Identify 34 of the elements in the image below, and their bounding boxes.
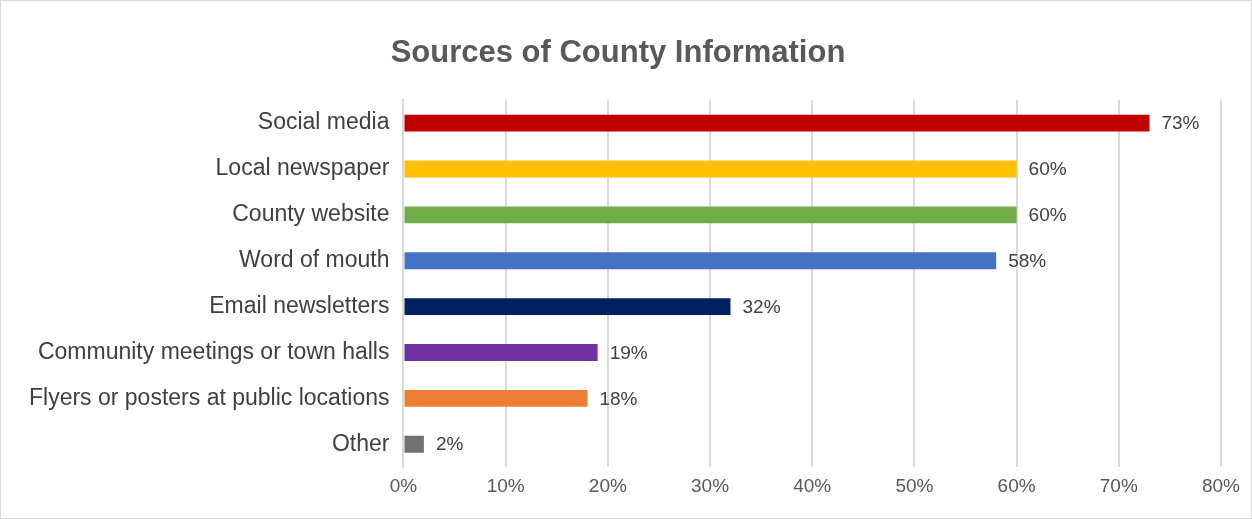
bar bbox=[404, 344, 598, 361]
x-tick-label: 30% bbox=[691, 474, 730, 496]
data-label: 19% bbox=[609, 341, 648, 363]
x-tick-label: 0% bbox=[389, 474, 418, 496]
data-label: 58% bbox=[1008, 250, 1047, 271]
y-tick-label: County website bbox=[232, 200, 390, 227]
y-tick-label: Flyers or posters at public locations bbox=[28, 383, 390, 410]
bar bbox=[404, 206, 1017, 224]
data-label: 60% bbox=[1028, 158, 1067, 180]
data-label: 60% bbox=[1028, 204, 1067, 226]
y-tick-label: Local newspaper bbox=[215, 154, 390, 181]
x-tick-label: 60% bbox=[997, 474, 1036, 496]
x-tick-label: 70% bbox=[1099, 474, 1138, 496]
x-tick-label: 40% bbox=[793, 474, 832, 496]
y-tick-label: Other bbox=[331, 429, 390, 456]
x-tick-label: 20% bbox=[588, 474, 627, 496]
bar bbox=[404, 160, 1017, 178]
x-tick-label: 10% bbox=[486, 474, 525, 496]
bar bbox=[404, 114, 1150, 132]
x-tick-label: 80% bbox=[1201, 474, 1241, 496]
data-label: 73% bbox=[1161, 112, 1200, 134]
data-label: 18% bbox=[599, 387, 638, 409]
data-label: 32% bbox=[742, 295, 781, 317]
y-tick-label: Email newsletters bbox=[209, 291, 390, 318]
bar bbox=[404, 389, 588, 407]
y-tick-label: Community meetings or town halls bbox=[37, 337, 390, 364]
y-tick-label: Social media bbox=[257, 108, 390, 135]
x-tick-label: 50% bbox=[895, 474, 934, 496]
bar bbox=[404, 298, 731, 316]
data-label: 2% bbox=[435, 433, 464, 455]
chart-title: Sources of County Information bbox=[390, 34, 846, 70]
bar bbox=[404, 252, 997, 270]
y-tick-label: Word of mouth bbox=[239, 246, 390, 273]
bar bbox=[404, 435, 424, 453]
